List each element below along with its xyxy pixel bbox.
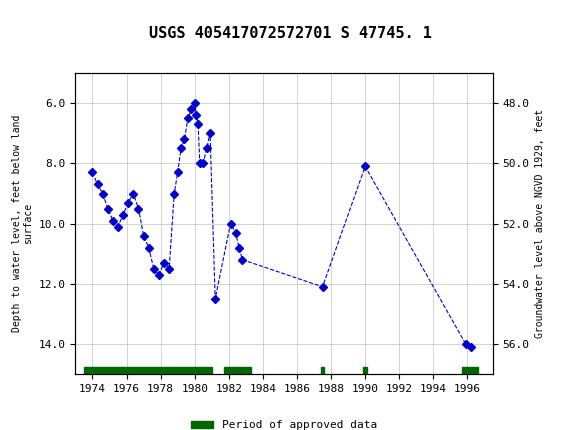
Bar bbox=[321, 366, 324, 374]
Text: █USGS: █USGS bbox=[12, 15, 70, 37]
Y-axis label: Groundwater level above NGVD 1929, feet: Groundwater level above NGVD 1929, feet bbox=[535, 109, 545, 338]
Bar bbox=[462, 366, 478, 374]
Text: USGS 405417072572701 S 47745. 1: USGS 405417072572701 S 47745. 1 bbox=[148, 26, 432, 41]
Legend: Period of approved data: Period of approved data bbox=[187, 416, 382, 430]
Bar bbox=[364, 366, 367, 374]
Y-axis label: Depth to water level, feet below land
surface: Depth to water level, feet below land su… bbox=[12, 115, 33, 332]
Bar bbox=[224, 366, 251, 374]
Bar bbox=[84, 366, 212, 374]
